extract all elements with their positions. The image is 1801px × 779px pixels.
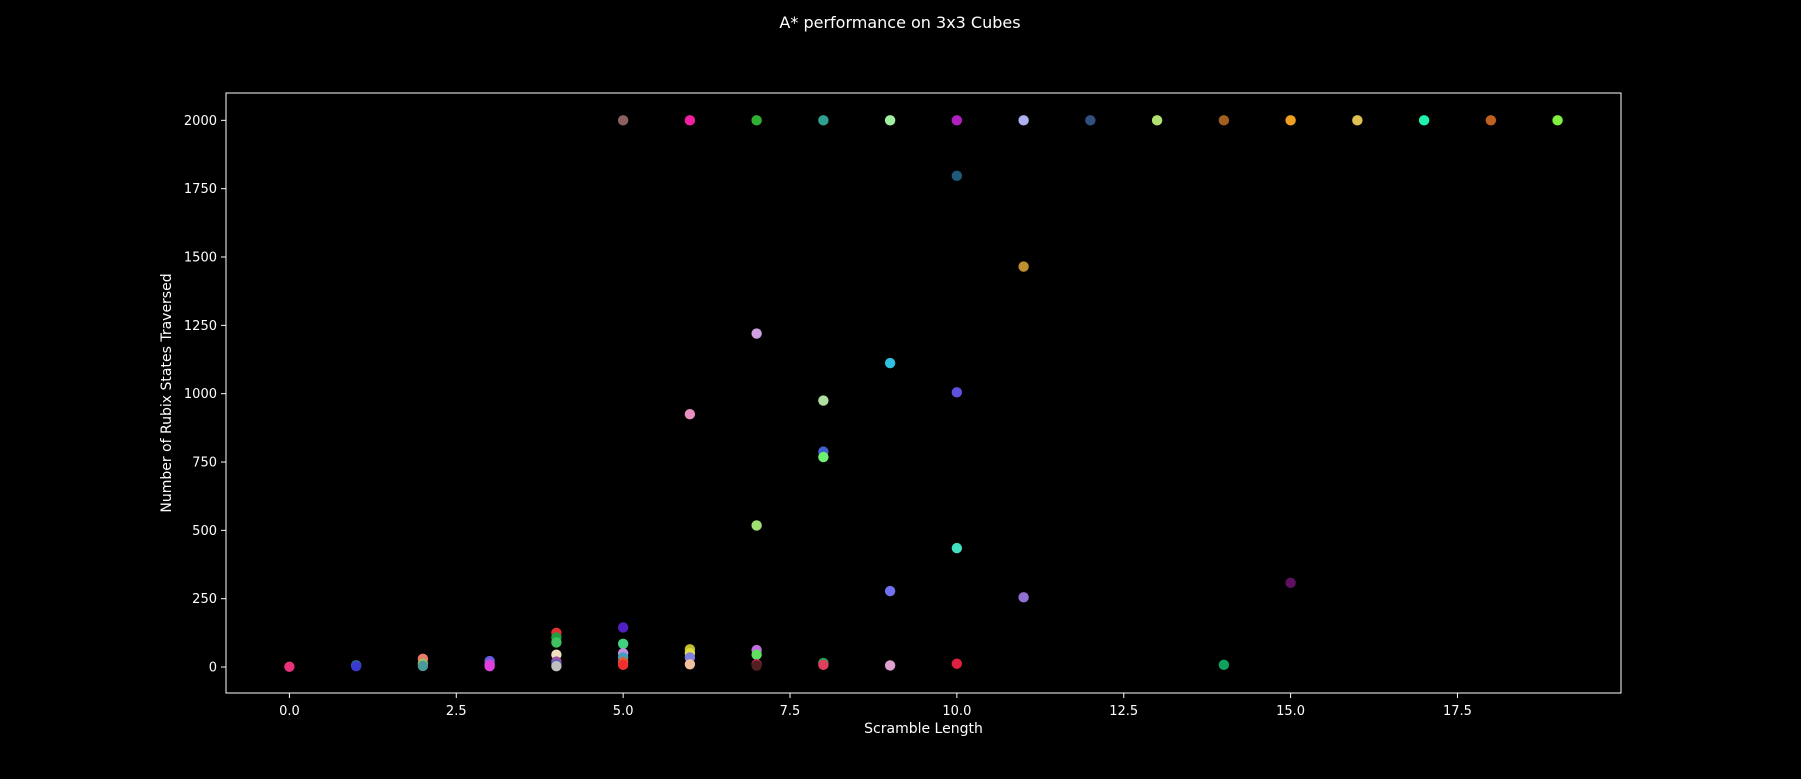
data-point: [884, 115, 896, 126]
plot-frame: [225, 92, 1622, 694]
data-point: [1285, 115, 1296, 126]
data-point: [818, 451, 829, 463]
data-point: [818, 659, 829, 671]
y-axis-ticks: 0 250 500 750 1000 1250 1500 1750 2000: [184, 114, 226, 676]
y-axis-label: Number of Rubix States Traversed: [159, 273, 175, 512]
x-tick-label: 17.5: [1443, 704, 1472, 719]
data-point: [617, 622, 629, 633]
data-point: [1218, 115, 1230, 126]
y-tick-label: 1500: [184, 251, 217, 266]
y-tick-label: 1250: [184, 319, 217, 334]
data-point: [818, 115, 829, 126]
x-tick-label: 0.0: [279, 704, 300, 719]
data-point: [951, 658, 963, 669]
data-point: [617, 115, 629, 126]
data-point: [951, 387, 963, 398]
data-point: [350, 661, 362, 672]
x-tick-label: 12.5: [1109, 704, 1138, 719]
x-tick-label: 7.5: [780, 704, 801, 719]
x-tick-label: 2.5: [446, 704, 467, 719]
data-point: [1018, 592, 1029, 603]
data-point: [951, 542, 963, 554]
data-point: [884, 357, 896, 369]
data-point: [617, 659, 629, 671]
data-point: [617, 638, 629, 649]
data-point: [951, 170, 963, 182]
data-point: [751, 660, 762, 671]
data-point: [818, 395, 829, 406]
data-point: [484, 661, 495, 672]
y-tick-label: 0: [209, 661, 217, 676]
data-point: [1285, 577, 1296, 589]
data-point: [751, 115, 762, 126]
x-tick-label: 5.0: [613, 704, 634, 719]
y-tick-label: 1750: [184, 182, 217, 197]
data-point: [1352, 115, 1363, 126]
data-point: [1218, 659, 1230, 671]
y-tick-label: 250: [192, 592, 217, 607]
data-point: [884, 585, 896, 597]
data-point: [884, 660, 896, 671]
x-axis-label: Scramble Length: [864, 721, 983, 737]
data-point: [684, 408, 696, 420]
data-point: [1552, 115, 1563, 126]
x-axis-ticks: 0.0 2.5 5.0 7.5 10.0 12.5 15.0 17.5: [279, 693, 1472, 719]
data-points: [284, 115, 1563, 672]
data-point: [551, 637, 562, 648]
data-point: [1485, 115, 1497, 126]
data-point: [1418, 115, 1430, 126]
y-tick-label: 500: [192, 524, 217, 539]
data-point: [951, 115, 963, 126]
chart-title: A* performance on 3x3 Cubes: [779, 13, 1020, 32]
data-point: [1018, 115, 1029, 126]
y-tick-label: 2000: [184, 114, 217, 129]
data-point: [684, 659, 696, 670]
y-tick-label: 750: [192, 456, 217, 471]
data-point: [284, 661, 295, 672]
data-point: [551, 661, 562, 672]
data-point: [751, 328, 762, 339]
data-point: [684, 115, 696, 126]
x-tick-label: 15.0: [1276, 704, 1305, 719]
data-point: [417, 660, 429, 672]
data-point: [1018, 261, 1029, 272]
data-point: [1085, 115, 1096, 126]
data-point: [1151, 115, 1163, 126]
x-tick-label: 10.0: [942, 704, 971, 719]
y-tick-label: 1000: [184, 387, 217, 402]
data-point: [751, 520, 762, 531]
data-point: [751, 649, 762, 660]
